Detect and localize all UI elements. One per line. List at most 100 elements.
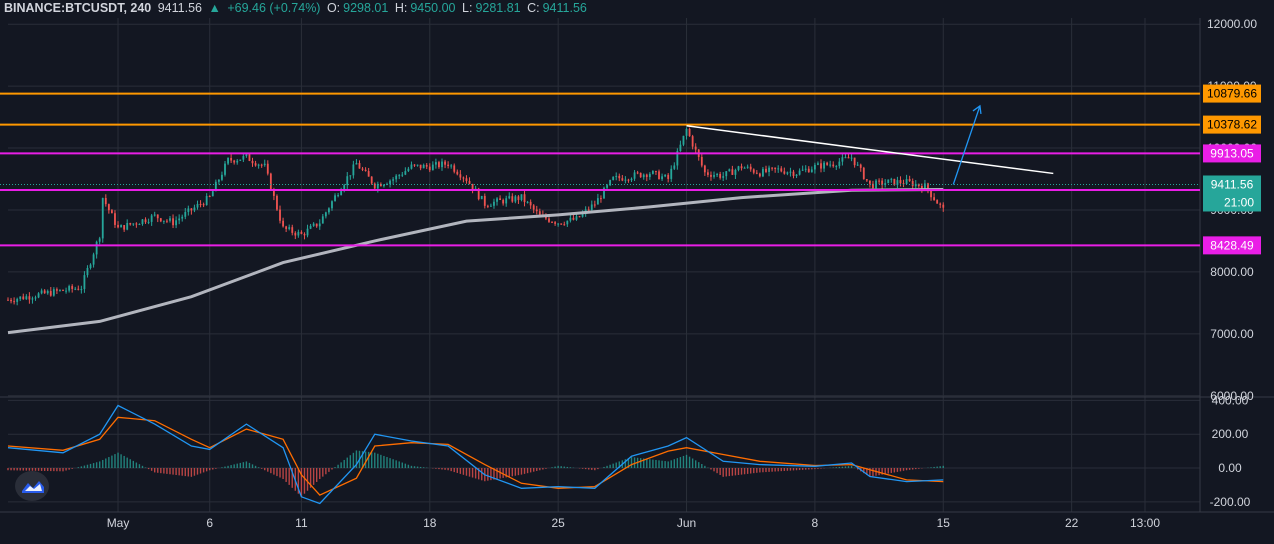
candle-body (193, 207, 196, 211)
candle-body (560, 223, 563, 225)
candle-body (383, 184, 385, 187)
candle-body (829, 164, 832, 166)
candle-body (905, 178, 908, 184)
candle-body (707, 172, 709, 175)
candle-body (465, 178, 468, 181)
candle-body (835, 166, 838, 168)
last-price-badge (1203, 175, 1261, 212)
candle-body (688, 128, 691, 137)
candle-body (703, 165, 706, 173)
candle-body (456, 171, 459, 175)
candle-body (548, 218, 550, 222)
candle-body (239, 159, 242, 161)
candle-body (279, 209, 281, 221)
candle-body (899, 180, 902, 184)
candle-body (98, 238, 101, 242)
candle-body (902, 183, 905, 185)
candle-body (600, 198, 602, 200)
candle-body (804, 168, 807, 170)
candle-body (52, 289, 55, 296)
candle-body (257, 164, 260, 166)
candle-body (129, 223, 132, 225)
time-tick-label: 11 (295, 516, 308, 530)
candle-body (123, 225, 126, 230)
candle-body (55, 289, 58, 291)
candle-body (334, 195, 336, 202)
candle-body (272, 190, 275, 196)
candle-body (199, 203, 202, 205)
candle-body (425, 164, 428, 167)
change-value: +69.46 (+0.74%) (227, 1, 321, 15)
candle-body (563, 224, 566, 226)
candle-body (187, 208, 190, 212)
candle-body (184, 211, 187, 217)
candle-body (734, 169, 737, 175)
candle-body (566, 220, 569, 225)
candle-body (144, 219, 147, 223)
candle-body (46, 291, 49, 294)
candle-body (572, 217, 575, 220)
candle-body (499, 198, 501, 200)
candle-body (722, 176, 725, 178)
candle-body (114, 213, 116, 225)
candle-body (65, 290, 67, 292)
candle-body (303, 233, 306, 236)
candle-body (450, 165, 453, 167)
countdown-label: 21:00 (1224, 195, 1254, 209)
candle-body (783, 171, 786, 174)
time-tick-label: 22 (1065, 516, 1079, 530)
candle-body (731, 169, 734, 175)
candle-body (725, 171, 728, 177)
candle-body (795, 174, 798, 176)
candle-body (603, 187, 605, 199)
candle-body (844, 157, 847, 159)
header-strip (0, 0, 1274, 18)
candle-body (221, 174, 223, 180)
candle-body (62, 289, 64, 291)
tradingview-logo-icon[interactable] (15, 471, 49, 501)
candle-body (373, 183, 376, 189)
candle-body (493, 201, 495, 206)
candle-body (655, 171, 657, 173)
close-label: C: (527, 1, 540, 15)
candle-body (673, 165, 676, 169)
candle-body (285, 226, 288, 229)
candle-body (248, 154, 251, 161)
candle-body (169, 218, 171, 221)
candle-body (508, 196, 511, 199)
candle-body (896, 180, 899, 186)
macd-line (7, 404, 944, 505)
open-label: O: (326, 1, 341, 15)
time-tick-label: 15 (937, 516, 951, 530)
candle-body (282, 220, 284, 227)
level-10879.66-badge (1203, 84, 1261, 103)
candle-body (251, 160, 254, 164)
candle-body (370, 176, 373, 184)
candle-body (80, 289, 83, 291)
candle-body (331, 201, 333, 209)
last-price-value: 9411.56 (157, 1, 202, 15)
candle-body (713, 175, 715, 177)
candle-body (28, 296, 31, 300)
macd-tick-label: 400.00 (1212, 393, 1249, 407)
level-10879.66-badge-label: 10879.66 (1207, 87, 1257, 101)
candle-body (924, 183, 926, 190)
candle-body (768, 167, 770, 172)
candle-body (410, 164, 413, 169)
candle-body (762, 168, 764, 177)
candle-body (441, 161, 443, 168)
candle-body (676, 151, 679, 166)
candle-body (132, 223, 135, 225)
candle-body (780, 168, 783, 172)
candle-body (74, 288, 77, 290)
candle-body (172, 218, 174, 226)
time-tick-label: May (107, 516, 130, 530)
level-10378.62-badge-label: 10378.62 (1207, 118, 1257, 132)
candle-body (661, 176, 663, 180)
candle-body (324, 212, 327, 217)
trendline (686, 125, 1054, 175)
candle-body (419, 164, 422, 169)
candle-body (10, 299, 12, 302)
candle-body (468, 180, 471, 184)
